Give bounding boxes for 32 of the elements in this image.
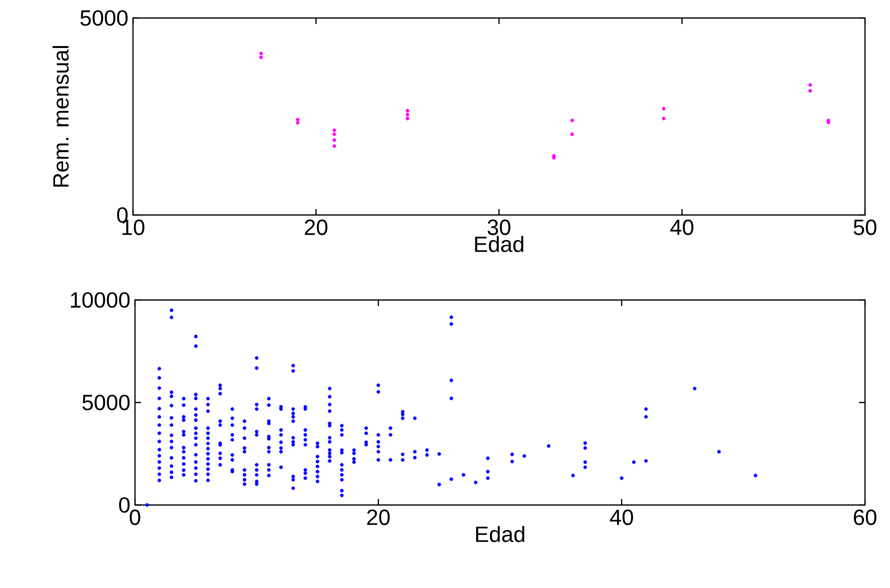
y-tick-label: 5000 [82, 394, 130, 410]
point [296, 121, 300, 125]
x-axis-title: Edad [475, 236, 524, 252]
y-axis-title: Rem. mensual [52, 46, 69, 187]
point [406, 108, 410, 112]
x-tick-label: 0 [130, 510, 140, 526]
y-tick-label: 5000 [80, 10, 128, 26]
point [570, 132, 574, 136]
point [406, 116, 410, 120]
x-tick-label: 20 [367, 510, 390, 526]
point [662, 116, 666, 120]
y-tick-label: 10000 [70, 292, 130, 308]
y-tick-label: 0 [119, 497, 130, 513]
x-tick-label: 20 [304, 220, 328, 236]
point [570, 118, 574, 122]
x-tick-label: 30 [488, 220, 510, 236]
point [332, 132, 336, 136]
point [259, 56, 263, 60]
point [296, 118, 300, 122]
x-tick-label: 60 [854, 510, 876, 526]
point [332, 128, 336, 132]
point [259, 52, 263, 56]
point [406, 112, 410, 116]
x-axis-title: Edad [476, 526, 524, 542]
point [808, 89, 812, 93]
x-tick-label: 40 [610, 510, 634, 526]
point [662, 106, 666, 110]
point [332, 138, 336, 142]
point [808, 83, 812, 87]
point [332, 144, 336, 148]
x-tick-label: 40 [670, 220, 694, 236]
x-tick-label: 50 [854, 220, 876, 236]
